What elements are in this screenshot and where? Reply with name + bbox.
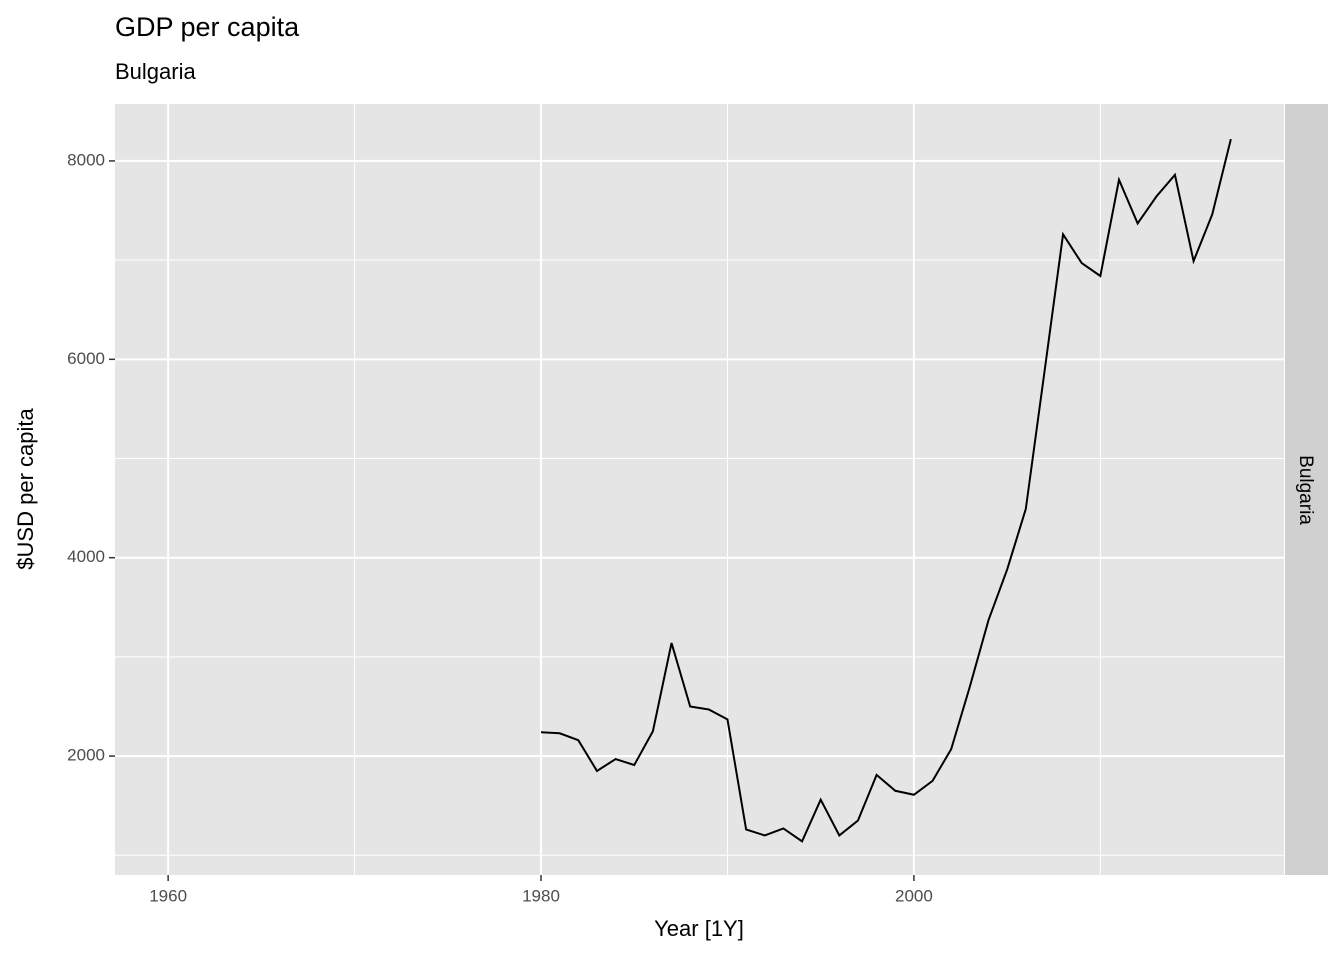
chart-subtitle: Bulgaria <box>115 59 196 84</box>
y-tick-label: 2000 <box>67 746 105 765</box>
x-tick-label: 1980 <box>522 886 560 905</box>
y-tick-label: 6000 <box>67 349 105 368</box>
x-tick-label: 2000 <box>895 886 933 905</box>
panel <box>115 104 1284 875</box>
chart-title: GDP per capita <box>115 12 300 42</box>
x-tick-label: 1960 <box>149 886 187 905</box>
facet-strip <box>1285 104 1328 875</box>
facet-label: Bulgaria <box>1295 455 1316 525</box>
data-line <box>540 138 1232 843</box>
y-tick-label: 8000 <box>67 150 105 169</box>
y-tick-label: 4000 <box>67 547 105 566</box>
y-axis-title: $USD per capita <box>13 408 38 570</box>
x-axis-title: Year [1Y] <box>654 916 744 941</box>
